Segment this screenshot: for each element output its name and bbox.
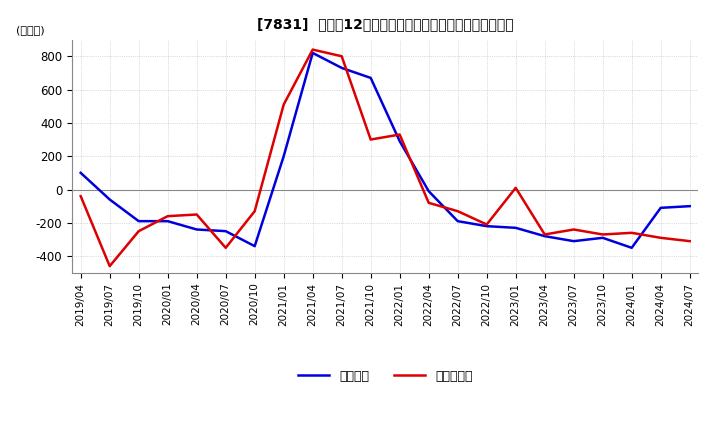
当期純利益 (482, 222, 491, 227)
経常利益 (627, 245, 636, 250)
経常利益 (482, 224, 491, 229)
経常利益 (308, 50, 317, 55)
経常利益 (685, 204, 694, 209)
当期純利益 (685, 238, 694, 244)
経常利益 (135, 219, 143, 224)
Line: 当期純利益: 当期純利益 (81, 50, 690, 266)
経常利益 (279, 154, 288, 159)
当期純利益 (424, 200, 433, 205)
経常利益 (570, 238, 578, 244)
当期純利益 (570, 227, 578, 232)
当期純利益 (598, 232, 607, 237)
経常利益 (366, 75, 375, 81)
当期純利益 (511, 185, 520, 191)
当期純利益 (395, 132, 404, 137)
経常利益 (251, 243, 259, 249)
経常利益 (395, 139, 404, 144)
当期純利益 (454, 209, 462, 214)
経常利益 (221, 228, 230, 234)
経常利益 (511, 225, 520, 231)
当期純利益 (541, 232, 549, 237)
当期純利益 (338, 54, 346, 59)
経常利益 (598, 235, 607, 240)
経常利益 (76, 170, 85, 176)
経常利益 (454, 219, 462, 224)
経常利益 (163, 219, 172, 224)
Legend: 経常利益, 当期純利益: 経常利益, 当期純利益 (293, 365, 477, 388)
Line: 経常利益: 経常利益 (81, 53, 690, 248)
Title: [7831]  利益だ12か月移動合計の対前年同期増減額の推移: [7831] 利益だ12か月移動合計の対前年同期増減額の推移 (257, 18, 513, 32)
当期純利益 (76, 194, 85, 199)
当期純利益 (627, 230, 636, 235)
経常利益 (338, 65, 346, 70)
当期純利益 (135, 228, 143, 234)
経常利益 (192, 227, 201, 232)
当期純利益 (308, 47, 317, 52)
経常利益 (541, 234, 549, 239)
Text: (百万円): (百万円) (16, 25, 44, 35)
当期純利益 (366, 137, 375, 142)
当期純利益 (221, 245, 230, 250)
当期純利益 (105, 264, 114, 269)
当期純利益 (192, 212, 201, 217)
当期純利益 (163, 213, 172, 219)
経常利益 (424, 188, 433, 194)
経常利益 (105, 197, 114, 202)
当期純利益 (279, 102, 288, 107)
経常利益 (657, 205, 665, 210)
当期純利益 (251, 209, 259, 214)
当期純利益 (657, 235, 665, 240)
